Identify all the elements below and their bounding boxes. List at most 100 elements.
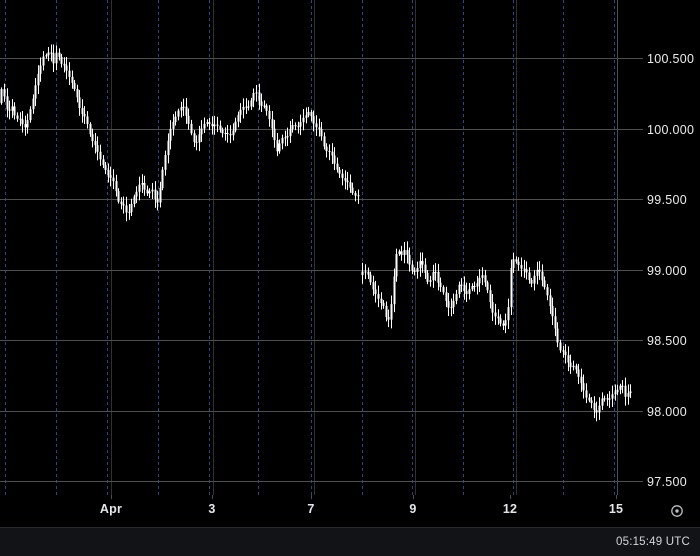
candle-body	[78, 97, 81, 108]
candle-body	[315, 123, 318, 128]
candle-body	[400, 251, 403, 256]
candle-body	[242, 106, 245, 110]
candle-body	[533, 275, 536, 284]
candle-body	[109, 175, 112, 178]
candle-body	[344, 177, 347, 181]
candle-body	[349, 182, 352, 188]
price-chart-pane[interactable]: 100.500 100.000 99.500 99.000 98.500 98.000 97…	[0, 0, 700, 495]
candle-body	[219, 125, 222, 130]
candle-body	[580, 376, 583, 384]
price-axis-label: 100.500	[647, 52, 694, 66]
candle-body	[276, 140, 279, 152]
candle-body	[135, 191, 138, 197]
candle-body	[406, 250, 409, 255]
candle-body	[426, 273, 429, 282]
candle-body	[629, 391, 632, 394]
clock-utc[interactable]: 05:15:49 UTC	[616, 536, 690, 548]
candle-body	[263, 105, 266, 107]
candlestick-chart[interactable]: 100.500 100.000 99.500 99.000 98.500 98.000 97…	[0, 0, 700, 495]
candle-body	[471, 286, 474, 290]
candle-body	[416, 268, 419, 273]
candle-body	[504, 320, 507, 326]
candle-body	[305, 115, 308, 118]
candle-body	[229, 133, 232, 136]
candle-body	[351, 187, 354, 193]
candle-body	[45, 55, 48, 57]
price-axis-label: 98.000	[647, 405, 687, 419]
candle-body	[161, 169, 164, 189]
candle-body	[463, 284, 466, 292]
candle-body	[190, 123, 193, 134]
date-tick	[616, 495, 617, 499]
candle-body	[185, 106, 188, 116]
candle-body	[411, 264, 414, 271]
candle-body	[151, 189, 154, 192]
candle-body	[554, 316, 557, 329]
candle-body	[403, 250, 406, 256]
price-axis[interactable]: 100.500 100.000 99.500 99.000 98.500 98.000 97…	[617, 52, 694, 489]
candle-body	[63, 63, 66, 66]
candle-body	[200, 128, 203, 135]
candle-body	[390, 304, 393, 320]
candle-body	[543, 280, 546, 288]
date-tick	[111, 495, 112, 499]
candle-body	[247, 106, 250, 108]
candle-body	[318, 127, 321, 130]
date-tick	[311, 495, 312, 499]
candle-body	[216, 124, 219, 126]
candle-body	[81, 107, 84, 115]
candle-body	[193, 133, 196, 142]
candle-body	[29, 109, 32, 121]
candle-body	[24, 124, 27, 128]
candle-body	[180, 107, 183, 111]
candle-body	[307, 111, 310, 116]
settings-icon	[671, 505, 683, 517]
candle-body	[484, 275, 487, 283]
candle-body	[528, 272, 531, 280]
candle-body	[291, 125, 294, 130]
candle-body	[94, 141, 97, 146]
candle-body	[354, 192, 357, 196]
time-axis[interactable]: Apr 3 7 9 12 15	[0, 495, 700, 527]
candles[interactable]	[0, 44, 632, 422]
candle-body	[361, 271, 364, 276]
candle-body	[120, 201, 123, 204]
candle-body	[377, 294, 380, 299]
candle-body	[278, 143, 281, 152]
candle-body	[530, 279, 533, 284]
price-axis-label: 99.500	[647, 193, 687, 207]
candle-body	[255, 92, 258, 94]
settings-button[interactable]	[664, 498, 690, 524]
candle-body	[159, 188, 162, 203]
candle-body	[284, 137, 287, 139]
candle-body	[13, 106, 16, 116]
candle-body	[39, 65, 42, 74]
candle-body	[130, 203, 133, 212]
candle-body	[341, 173, 344, 178]
candle-body	[65, 65, 68, 71]
candle-body	[224, 133, 227, 135]
candle-body	[429, 280, 432, 282]
candle-body	[3, 89, 6, 97]
candle-body	[232, 130, 235, 136]
candle-body	[289, 129, 292, 137]
candle-body	[549, 295, 552, 307]
candle-body	[320, 129, 323, 137]
candle-body	[624, 385, 627, 397]
candle-body	[603, 398, 606, 400]
candle-body	[141, 182, 144, 185]
candle-body	[465, 291, 468, 294]
candle-body	[512, 259, 515, 268]
candle-body	[590, 400, 593, 403]
candle-body	[195, 141, 198, 143]
candle-body	[281, 137, 284, 144]
candle-body	[237, 114, 240, 122]
candle-body	[226, 133, 229, 135]
date-tick	[212, 495, 213, 499]
candle-body	[413, 270, 416, 273]
candle-body	[112, 177, 115, 182]
candle-body	[595, 410, 598, 413]
candle-body	[520, 264, 523, 269]
price-axis-label: 99.000	[647, 264, 687, 278]
